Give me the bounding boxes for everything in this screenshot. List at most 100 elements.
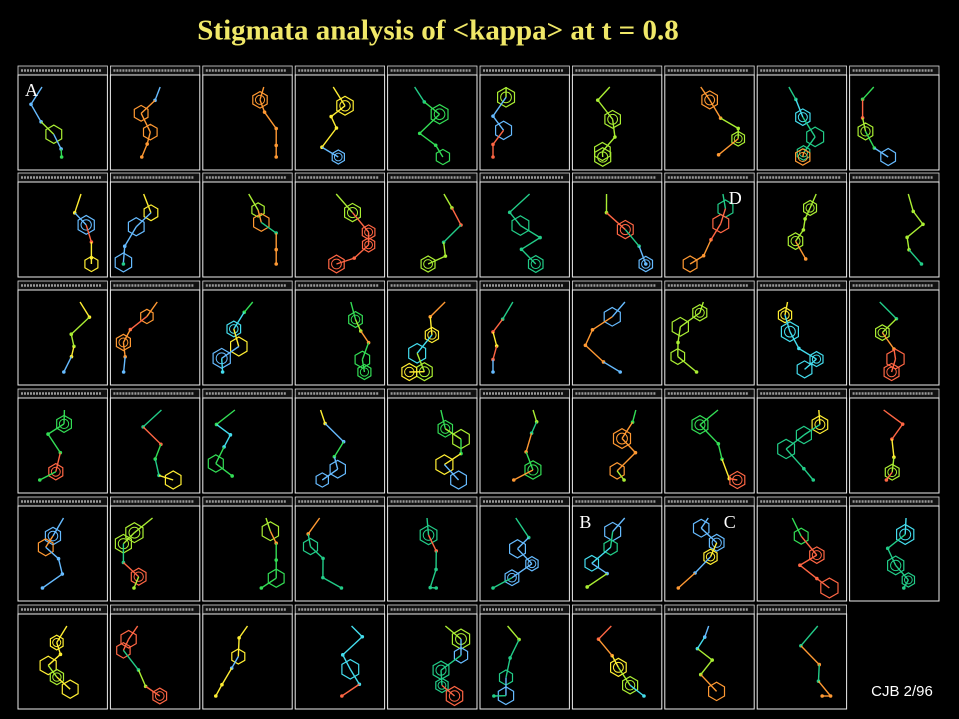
ring — [361, 237, 376, 253]
ring — [116, 642, 131, 659]
cell-frame — [571, 613, 663, 710]
molecule-cell — [756, 280, 848, 386]
molecule-cell — [202, 280, 293, 386]
bond — [220, 358, 224, 373]
bond — [269, 530, 277, 544]
ring-inner — [616, 432, 628, 445]
ring-inner — [530, 258, 541, 270]
cell-frame — [17, 74, 108, 171]
bond — [492, 331, 498, 347]
cell-frame — [479, 181, 570, 278]
ring — [143, 204, 159, 222]
ring — [886, 555, 905, 576]
bond — [215, 462, 233, 477]
ring — [701, 90, 719, 110]
bond — [597, 86, 611, 101]
bond — [321, 468, 339, 481]
bond — [611, 119, 616, 138]
cell-frame — [756, 397, 848, 494]
cell-frame — [17, 181, 108, 278]
ring — [453, 646, 469, 664]
bond — [45, 546, 60, 560]
bond — [129, 315, 148, 331]
bond — [907, 193, 914, 212]
molecule-cell — [664, 280, 755, 386]
atom — [716, 153, 721, 157]
ring — [609, 462, 625, 480]
bond — [259, 99, 266, 113]
bond — [677, 355, 698, 373]
bond — [47, 423, 65, 435]
ring — [584, 554, 600, 572]
ring — [511, 215, 530, 236]
ring — [525, 555, 539, 572]
cell-frame — [294, 505, 386, 602]
ring — [603, 539, 618, 556]
ring — [401, 362, 418, 382]
bond — [133, 517, 153, 534]
bond — [233, 328, 240, 347]
ring-inner — [350, 314, 361, 325]
bond — [137, 669, 147, 687]
ring — [450, 470, 467, 490]
atom — [274, 262, 279, 266]
atom — [259, 586, 264, 590]
bond — [56, 625, 68, 643]
bond — [861, 117, 867, 132]
bond — [221, 667, 233, 686]
molecule-cell — [109, 172, 201, 278]
bond — [443, 193, 453, 209]
atom — [434, 586, 439, 590]
atom — [491, 155, 495, 159]
atom — [121, 262, 126, 266]
atom — [811, 478, 816, 482]
bond — [629, 684, 645, 697]
bond — [509, 193, 531, 213]
molecule-cell — [17, 172, 108, 278]
cell-frame — [17, 397, 108, 494]
bond — [700, 517, 709, 529]
ring — [56, 414, 73, 434]
bond — [700, 527, 718, 544]
molecule-cell — [756, 604, 848, 710]
atom — [902, 586, 906, 590]
molecule-cell — [756, 65, 848, 171]
bond — [263, 111, 277, 129]
ring-inner — [732, 474, 743, 486]
molecule-cell — [202, 172, 293, 278]
atom — [340, 694, 344, 698]
bond — [429, 569, 437, 588]
ring — [125, 522, 144, 544]
bond — [361, 342, 370, 360]
molecule-cell — [849, 388, 940, 494]
bond — [342, 636, 363, 656]
bond — [702, 239, 712, 257]
bond — [521, 237, 541, 250]
bond — [30, 103, 42, 123]
bond — [720, 117, 739, 129]
molecule-cell — [664, 496, 755, 602]
ring — [130, 567, 147, 586]
atom — [919, 262, 924, 266]
bond — [443, 224, 462, 243]
ring-inner — [790, 236, 801, 247]
cell-frame — [664, 181, 755, 278]
bond — [887, 533, 906, 549]
atom — [492, 694, 496, 698]
atom — [339, 586, 344, 590]
bond — [893, 348, 897, 360]
ring — [895, 523, 915, 546]
atom — [321, 556, 325, 561]
bond — [349, 668, 360, 685]
bond — [507, 625, 520, 640]
panel-label: D — [729, 188, 742, 208]
bond — [416, 334, 433, 354]
ring — [252, 90, 268, 109]
ring — [302, 537, 319, 556]
bond — [800, 535, 818, 556]
bond — [221, 345, 240, 359]
bond — [416, 353, 426, 372]
bond — [53, 133, 62, 150]
cell-frame — [756, 505, 848, 602]
ring — [315, 472, 329, 488]
